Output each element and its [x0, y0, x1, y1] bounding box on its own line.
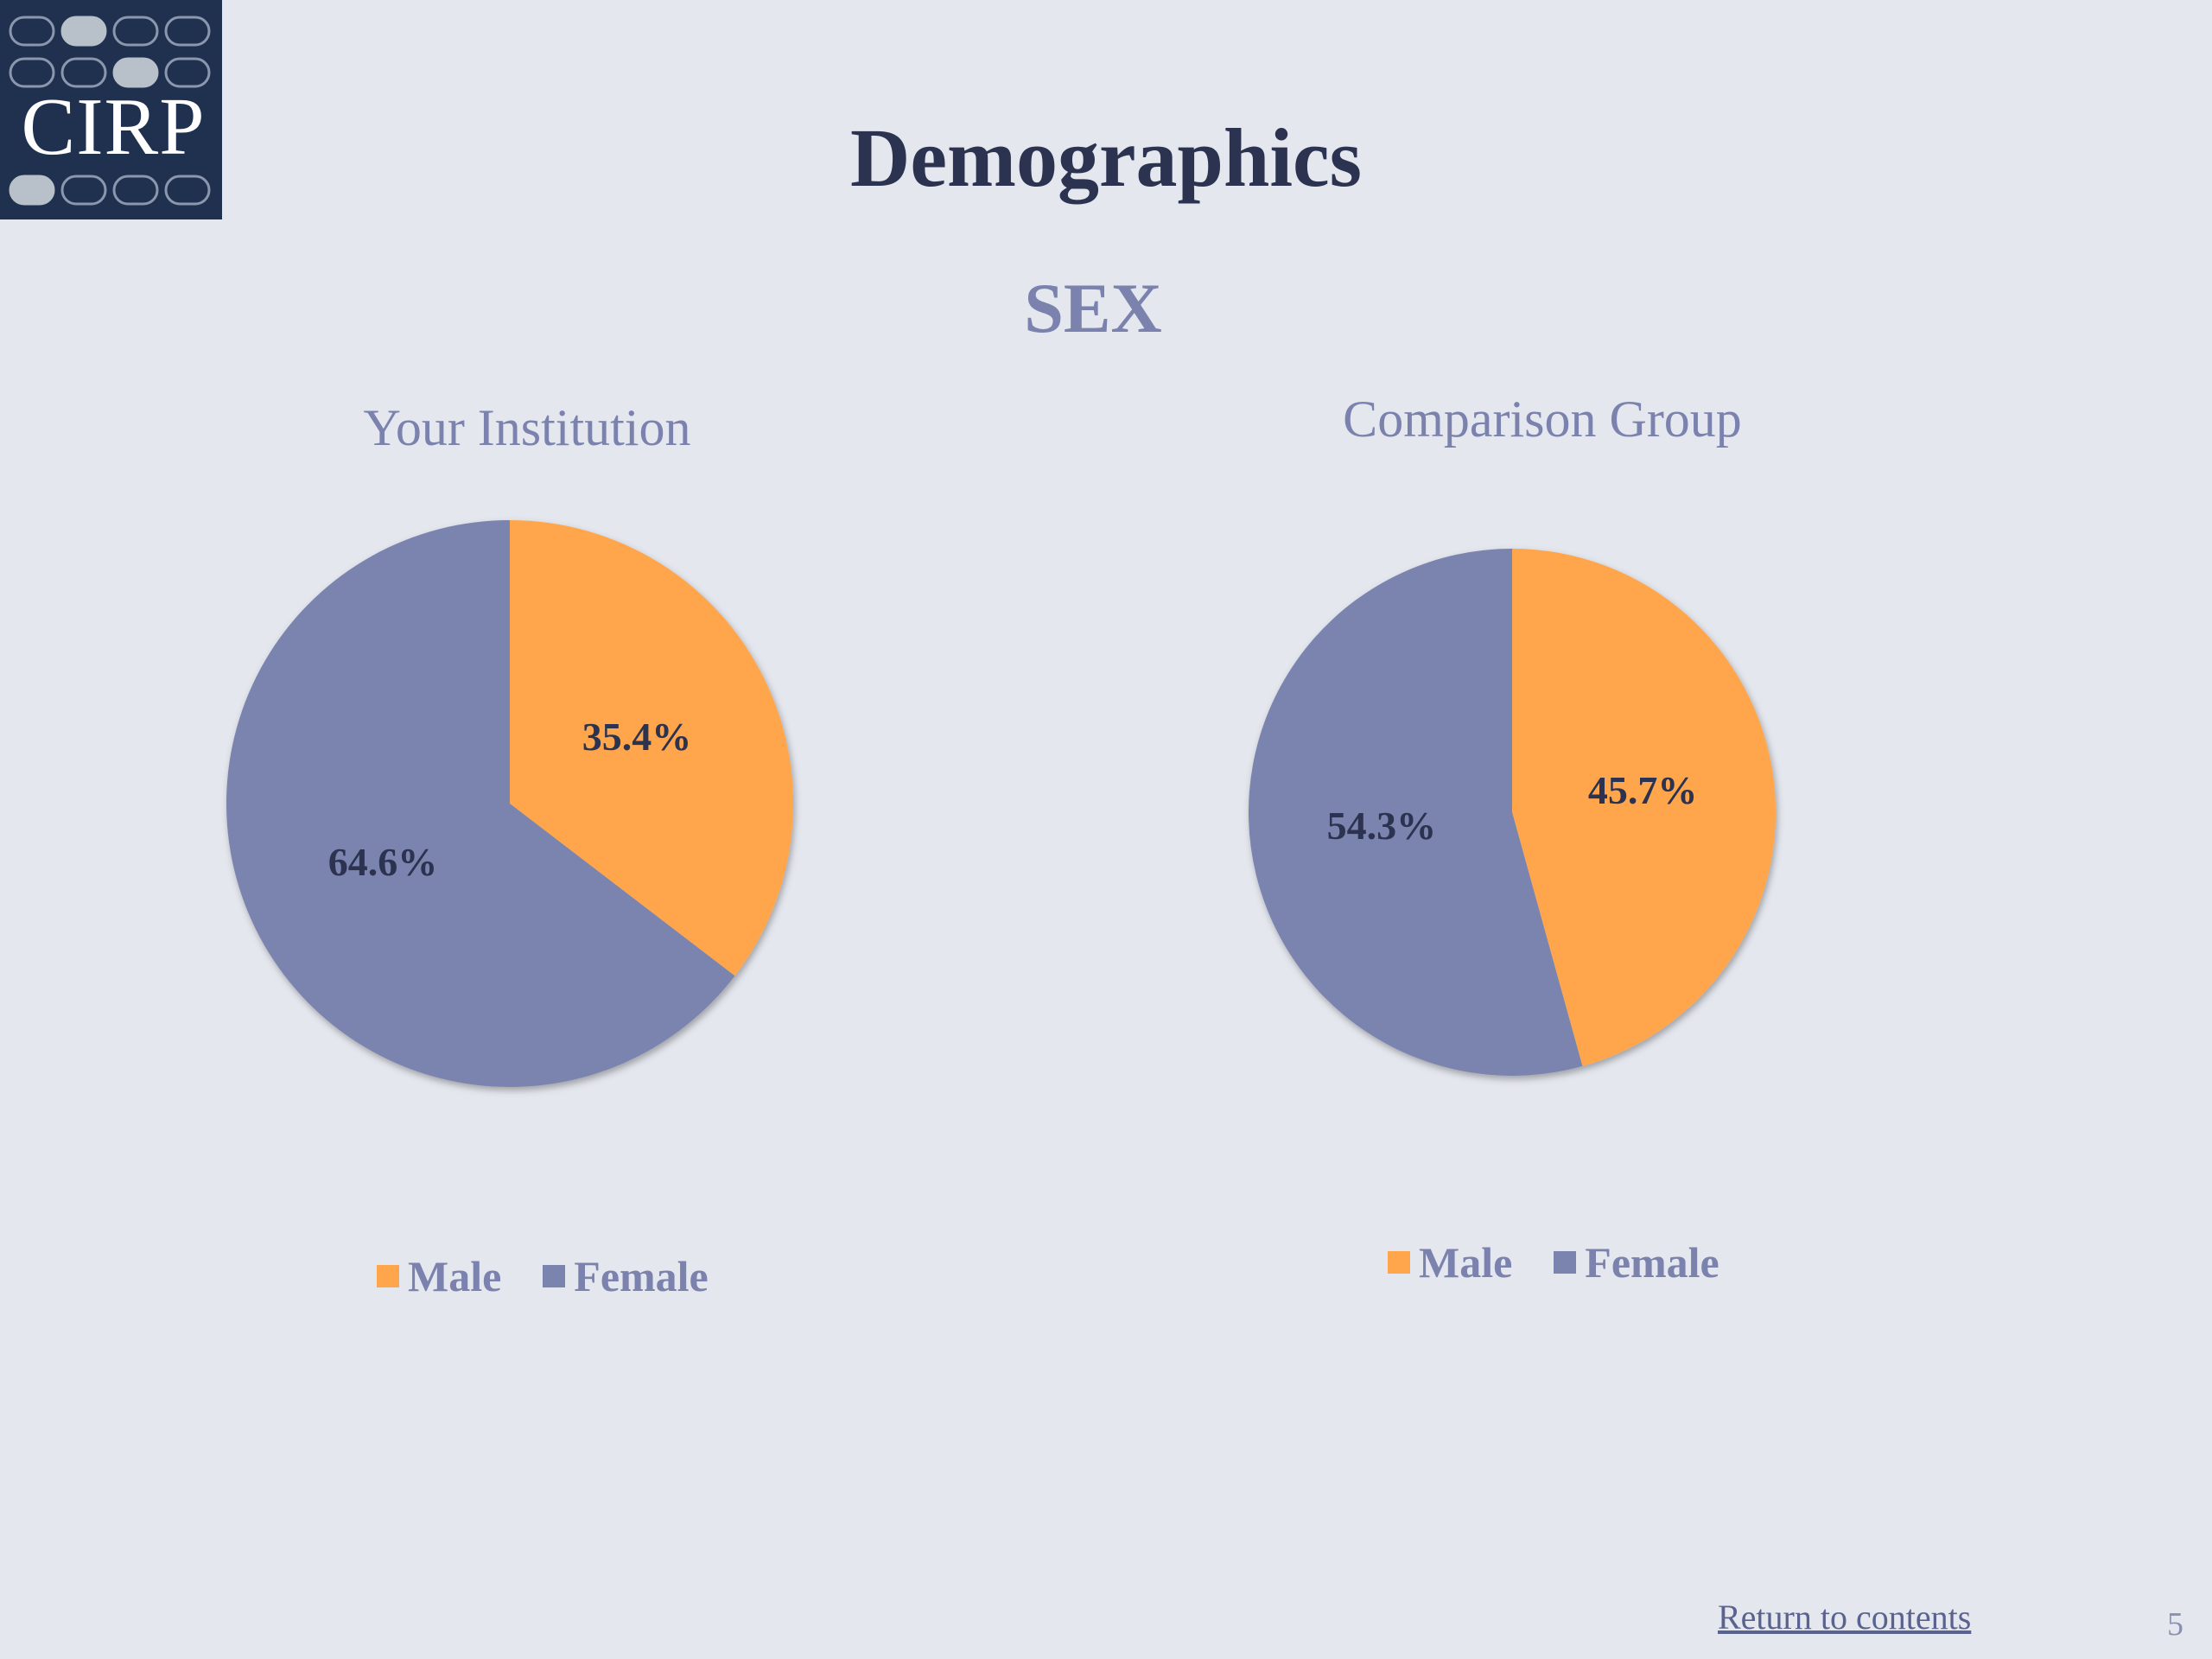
legend-label-female: Female	[574, 1252, 709, 1300]
legend-label-male: Male	[1419, 1238, 1513, 1287]
pie-slice-female	[226, 520, 735, 1087]
page-number: 5	[2167, 1606, 2183, 1643]
cirp-logo: CIRP	[0, 0, 222, 219]
legend-swatch-female	[543, 1265, 566, 1287]
section-title: SEX	[1024, 269, 1162, 347]
pie-slice-female	[1249, 549, 1583, 1076]
legend-label-female: Female	[1585, 1238, 1719, 1287]
chart-title-comparison: Comparison Group	[1343, 391, 1742, 448]
data-label-male: 35.4%	[582, 715, 692, 759]
pie-chart-comparison: 45.7% 54.3%	[1249, 549, 1776, 1076]
logo-pattern-icon	[9, 16, 211, 206]
logo-text: CIRP	[21, 82, 206, 172]
pie-slice-male	[1512, 549, 1776, 1066]
legend-item-male: Male	[377, 1251, 501, 1301]
legend-item-female: Female	[1554, 1237, 1719, 1287]
legend-institution: Male Female	[377, 1251, 709, 1301]
page-title: Demographics	[850, 111, 1362, 204]
pie-chart-institution: 35.4% 64.6%	[226, 520, 793, 1087]
legend-swatch-male	[1388, 1251, 1410, 1274]
chart-title-institution: Your Institution	[363, 399, 691, 456]
pie-slice-male	[510, 520, 793, 976]
data-label-female: 54.3%	[1327, 804, 1437, 848]
legend-swatch-male	[377, 1265, 399, 1287]
legend-swatch-female	[1554, 1251, 1577, 1274]
data-label-male: 45.7%	[1588, 768, 1698, 812]
legend-item-female: Female	[543, 1251, 709, 1301]
legend-item-male: Male	[1388, 1237, 1512, 1287]
legend-label-male: Male	[408, 1252, 502, 1300]
legend-comparison: Male Female	[1388, 1237, 1719, 1287]
data-label-female: 64.6%	[328, 840, 438, 884]
return-to-contents-link[interactable]: Return to contents	[1718, 1598, 1972, 1637]
